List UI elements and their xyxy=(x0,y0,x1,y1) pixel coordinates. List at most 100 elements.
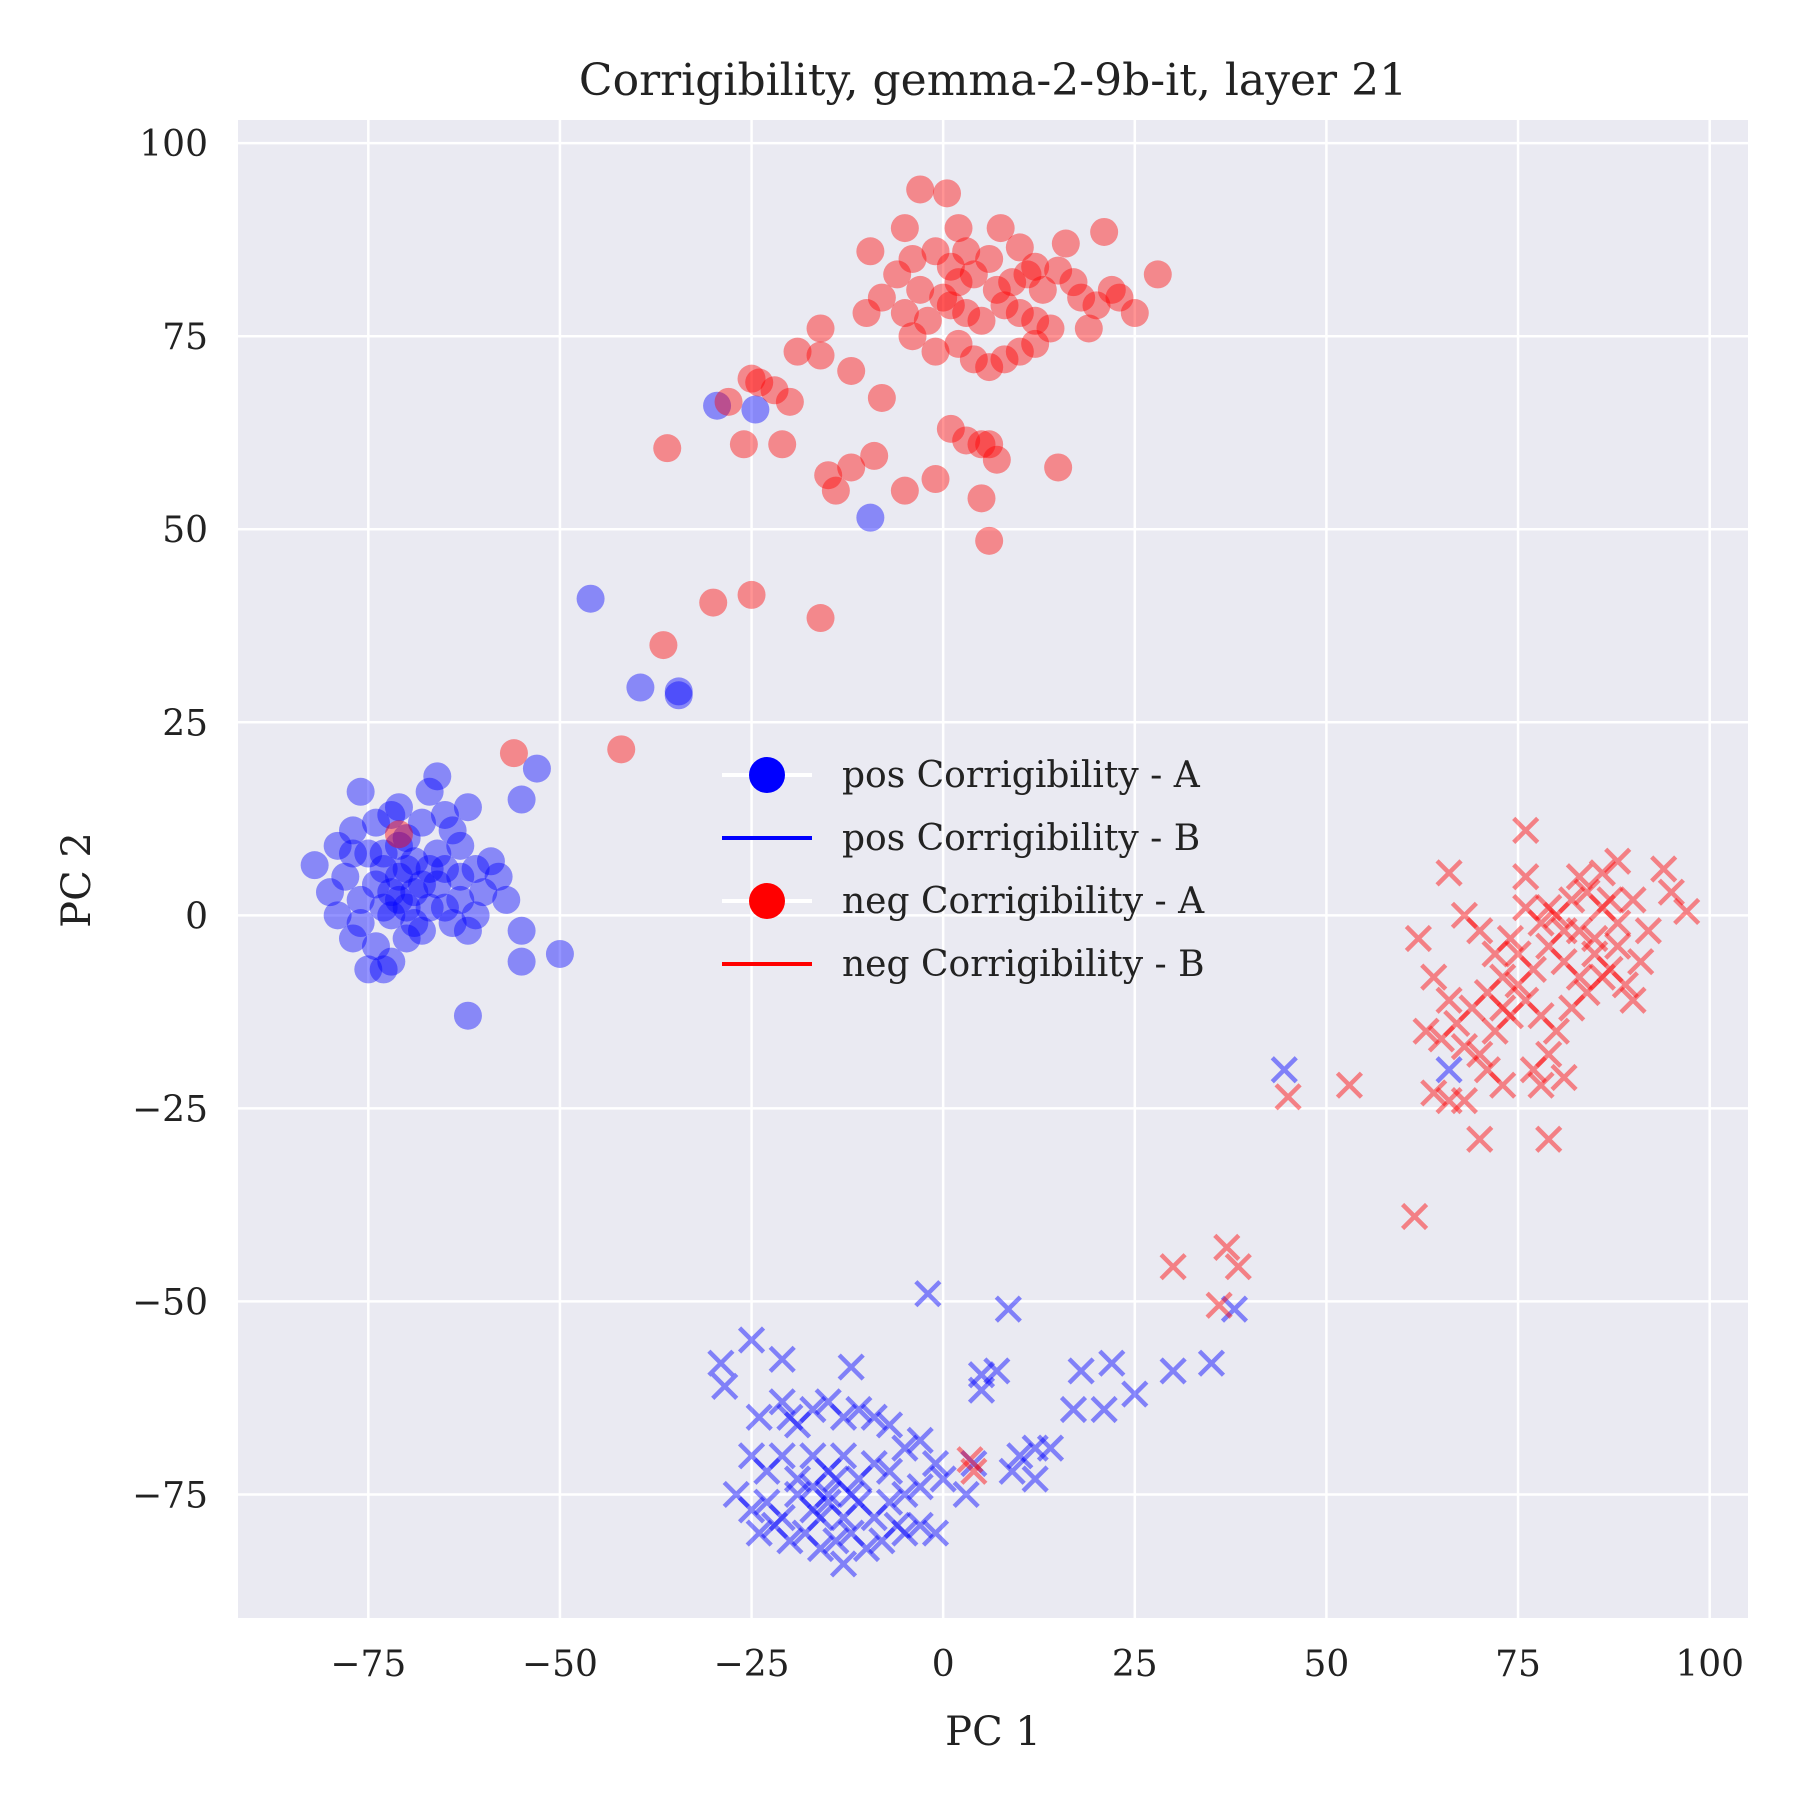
data-point xyxy=(354,955,383,984)
data-point xyxy=(1473,1056,1501,1084)
data-point xyxy=(998,1457,1026,1485)
data-point xyxy=(1021,306,1050,335)
series-pos-corrigibility-b xyxy=(707,1056,1463,1578)
data-point xyxy=(776,1527,804,1555)
x-tick-label: 50 xyxy=(1304,1644,1350,1685)
data-point xyxy=(1542,901,1570,929)
data-point xyxy=(392,824,421,853)
data-point xyxy=(1143,260,1172,289)
data-point xyxy=(890,299,919,328)
data-point xyxy=(883,260,912,289)
data-point xyxy=(814,1488,842,1516)
data-point xyxy=(1535,1125,1563,1153)
data-point xyxy=(875,1411,904,1439)
data-point xyxy=(1542,1017,1570,1045)
data-point xyxy=(1006,1442,1034,1470)
data-point xyxy=(822,1527,850,1555)
data-point xyxy=(737,364,766,393)
data-point xyxy=(1220,1295,1249,1323)
data-point xyxy=(975,526,1004,555)
data-point xyxy=(1611,971,1639,999)
data-point xyxy=(768,1504,796,1532)
data-point xyxy=(1082,291,1111,320)
data-point xyxy=(369,955,398,984)
data-point xyxy=(1657,878,1685,906)
data-point xyxy=(576,584,605,613)
data-point xyxy=(1074,314,1103,343)
data-point xyxy=(1435,986,1463,1014)
data-point xyxy=(1120,299,1149,328)
data-point xyxy=(890,214,919,243)
data-point xyxy=(1466,1125,1494,1153)
data-point xyxy=(760,376,789,405)
data-point xyxy=(507,947,536,976)
data-point xyxy=(856,237,885,266)
data-point xyxy=(377,901,406,930)
data-point xyxy=(860,1449,888,1478)
data-point xyxy=(929,283,958,312)
data-point xyxy=(960,1449,988,1478)
series-neg-corrigibility-a xyxy=(384,175,1172,849)
data-point xyxy=(499,739,528,768)
data-point xyxy=(1036,314,1065,343)
y-tick-label: 100 xyxy=(139,124,208,165)
data-point xyxy=(1496,924,1524,953)
data-point xyxy=(369,855,398,883)
data-point xyxy=(975,353,1004,382)
data-point xyxy=(868,1527,896,1555)
data-point xyxy=(1067,283,1096,312)
data-point xyxy=(821,476,850,505)
data-point xyxy=(998,268,1027,297)
data-point xyxy=(438,909,467,938)
data-point xyxy=(1005,299,1034,328)
data-point xyxy=(430,855,459,883)
data-point xyxy=(1021,252,1050,281)
x-tick-label: 75 xyxy=(1495,1644,1541,1685)
data-point xyxy=(799,1395,827,1424)
data-point xyxy=(1527,909,1555,937)
data-point xyxy=(745,1403,773,1431)
data-point xyxy=(898,322,927,351)
data-point xyxy=(1197,1349,1226,1377)
data-point xyxy=(407,808,436,837)
data-point xyxy=(1013,260,1042,289)
data-point xyxy=(829,1504,858,1532)
x-tick-label: 0 xyxy=(932,1644,955,1685)
data-point xyxy=(1335,1071,1364,1099)
data-point xyxy=(1650,855,1678,883)
data-point xyxy=(1021,1434,1049,1462)
data-point xyxy=(891,1480,919,1509)
data-point xyxy=(914,1280,942,1308)
data-point xyxy=(377,947,406,976)
data-point xyxy=(653,434,682,463)
data-point xyxy=(906,175,935,204)
data-point xyxy=(1224,1253,1252,1281)
data-point xyxy=(975,430,1004,459)
data-point xyxy=(768,1345,796,1373)
data-point xyxy=(1550,917,1578,945)
data-point xyxy=(906,1473,934,1501)
data-point xyxy=(768,1388,796,1416)
data-point xyxy=(837,1480,865,1509)
data-point xyxy=(959,260,988,289)
data-point xyxy=(921,237,950,266)
data-point xyxy=(1435,1056,1463,1084)
data-point xyxy=(423,762,452,791)
data-point xyxy=(1519,1056,1547,1084)
legend-label: neg Corrigibility - A xyxy=(842,881,1205,922)
x-tick-label: 25 xyxy=(1112,1644,1158,1685)
data-point xyxy=(722,1480,750,1509)
data-point xyxy=(867,383,896,412)
data-point xyxy=(1036,1434,1065,1462)
data-point xyxy=(446,862,475,891)
data-point xyxy=(753,1488,781,1516)
data-point xyxy=(1044,453,1073,482)
data-point xyxy=(323,901,352,930)
data-point xyxy=(967,430,996,459)
data-point xyxy=(814,1388,842,1416)
data-point xyxy=(906,275,935,304)
data-point xyxy=(799,1496,827,1524)
data-point xyxy=(453,1001,482,1030)
data-point xyxy=(1588,859,1616,887)
data-point xyxy=(856,503,885,532)
